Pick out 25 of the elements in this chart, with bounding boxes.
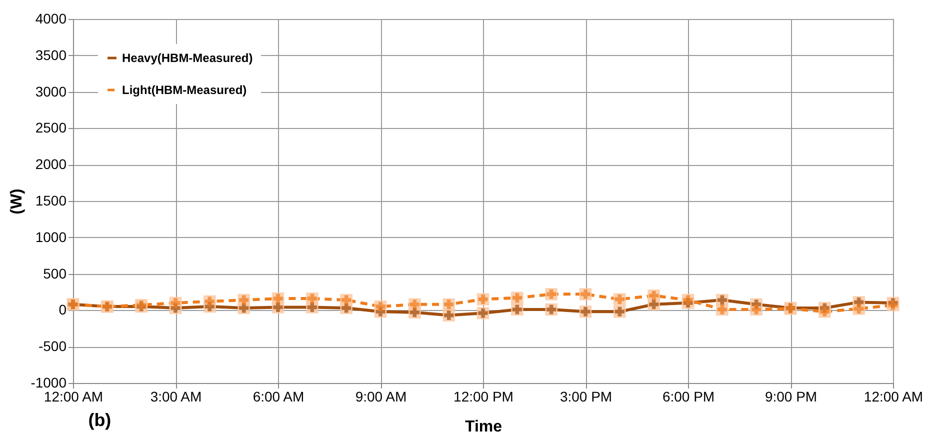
y-tick-label: 1000 (35, 228, 67, 245)
legend-label: Heavy(HBM-Measured) (122, 51, 253, 65)
x-tick-label: 12:00 PM (454, 388, 514, 404)
x-tick-label: 12:00 AM (864, 388, 924, 404)
x-tick-label: 6:00 AM (252, 388, 304, 404)
x-tick-label: 12:00 AM (44, 388, 104, 404)
x-tick-label: 3:00 AM (150, 388, 202, 404)
y-tick-label: 3500 (35, 46, 67, 63)
y-tick-label: 2500 (35, 120, 67, 136)
y-tick-label: 0 (58, 302, 67, 318)
x-tick-label: 9:00 AM (355, 388, 407, 404)
legend-label: Light(HBM-Measured) (122, 83, 247, 97)
y-tick-label: 3000 (35, 83, 67, 100)
y-tick-label: 2000 (35, 156, 67, 172)
x-tick-label: 3:00 PM (560, 388, 612, 404)
x-axis-title: Time (464, 418, 502, 436)
y-tick-label: 1500 (35, 192, 67, 208)
y-axis-title: (W) (8, 188, 26, 214)
y-tick-label: 4000 (35, 10, 67, 26)
y-tick-label: -500 (38, 338, 67, 354)
y-tick-label: 500 (43, 265, 67, 282)
text: (b) (88, 410, 112, 430)
x-tick-label: 6:00 PM (662, 388, 715, 404)
y-tick-label: -1000 (30, 374, 67, 390)
x-tick-label: 9:00 PM (764, 388, 818, 404)
